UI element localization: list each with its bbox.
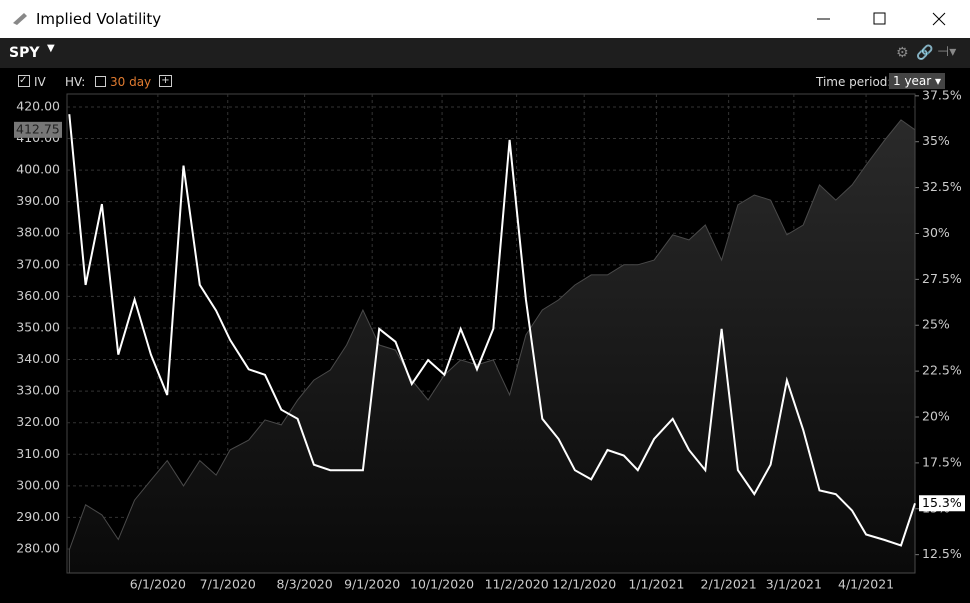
y2-tick-label: 20% bbox=[922, 409, 950, 424]
close[interactable] bbox=[932, 12, 946, 26]
last-price-label: 412.75 bbox=[16, 121, 60, 136]
symbol-bar: SPY ▼ ⚙ 🔗 ⊣▾ bbox=[0, 38, 970, 68]
y-tick-label: 280.00 bbox=[16, 541, 60, 556]
y-tick-label: 290.00 bbox=[16, 509, 60, 524]
iv-checkbox[interactable]: ✓ bbox=[18, 75, 30, 87]
y2-tick-label: 22.5% bbox=[922, 363, 962, 378]
title-bar: Implied Volatility bbox=[0, 0, 970, 38]
y-tick-label: 300.00 bbox=[16, 477, 60, 492]
y-tick-label: 390.00 bbox=[16, 193, 60, 208]
last-iv-badge bbox=[919, 495, 965, 512]
y2-tick-label: 30% bbox=[922, 225, 950, 240]
x-tick-label: 10/1/2020 bbox=[410, 577, 474, 592]
symbol-dropdown[interactable]: ▼ bbox=[47, 43, 55, 54]
x-tick-label: 8/3/2020 bbox=[277, 577, 333, 592]
y-tick-label: 340.00 bbox=[16, 351, 60, 366]
y2-tick-label: 17.5% bbox=[922, 454, 962, 469]
x-tick-label: 7/1/2020 bbox=[200, 577, 256, 592]
hv-checkbox[interactable] bbox=[95, 76, 106, 87]
toolbar: ✓ IV HV: 30 day + Time period: 1 year ▾ bbox=[0, 68, 970, 95]
y-tick-label: 330.00 bbox=[16, 383, 60, 398]
x-tick-label: 12/1/2020 bbox=[552, 577, 616, 592]
window-controls bbox=[817, 12, 946, 26]
last-iv-label: 15.3% bbox=[922, 495, 962, 510]
plot-area bbox=[66, 93, 916, 574]
x-tick-label: 1/1/2021 bbox=[628, 577, 684, 592]
time-period-label: Time period: bbox=[816, 75, 892, 89]
window-title: Implied Volatility bbox=[36, 10, 162, 28]
link-icon[interactable]: 🔗 bbox=[916, 45, 934, 61]
y2-tick-label: 32.5% bbox=[922, 179, 962, 194]
y-tick-label: 360.00 bbox=[16, 288, 60, 303]
x-tick-label: 4/1/2021 bbox=[838, 577, 894, 592]
iv-line bbox=[68, 114, 916, 547]
hv-label: HV: bbox=[65, 75, 86, 89]
symbol[interactable]: SPY bbox=[9, 45, 40, 61]
maximize[interactable] bbox=[873, 12, 886, 25]
iv-label: IV bbox=[34, 75, 46, 89]
y-tick-label: 410.00 bbox=[16, 130, 60, 145]
x-tick-label: 2/1/2021 bbox=[701, 577, 757, 592]
settings-icon[interactable]: ⚙ bbox=[896, 45, 909, 61]
last-price-badge bbox=[14, 121, 62, 138]
app-icon bbox=[13, 13, 27, 25]
y2-tick-label: 15% bbox=[922, 500, 950, 515]
x-tick-label: 6/1/2020 bbox=[130, 577, 186, 592]
y-tick-label: 420.00 bbox=[16, 98, 60, 113]
y-tick-label: 310.00 bbox=[16, 446, 60, 461]
y2-tick-label: 12.5% bbox=[922, 546, 962, 561]
time-period-value: 1 year bbox=[893, 74, 932, 88]
add-button[interactable]: + bbox=[159, 75, 172, 87]
x-tick-label: 11/2/2020 bbox=[485, 577, 549, 592]
pin-icon[interactable]: ⊣▾ bbox=[937, 44, 957, 60]
y2-tick-label: 27.5% bbox=[922, 271, 962, 286]
y-tick-label: 350.00 bbox=[16, 319, 60, 334]
x-tick-label: 9/1/2020 bbox=[344, 577, 400, 592]
time-period-dropdown[interactable]: 1 year ▾ bbox=[889, 73, 946, 89]
y-tick-label: 400.00 bbox=[16, 162, 60, 177]
y-tick-label: 320.00 bbox=[16, 414, 60, 429]
y-tick-label: 370.00 bbox=[16, 256, 60, 271]
x-tick-label: 3/1/2021 bbox=[766, 577, 822, 592]
y-tick-label: 380.00 bbox=[16, 225, 60, 240]
y2-tick-label: 35% bbox=[922, 133, 950, 148]
price-area bbox=[68, 119, 916, 574]
hv-period[interactable]: 30 day bbox=[110, 75, 152, 89]
y2-tick-label: 25% bbox=[922, 317, 950, 332]
